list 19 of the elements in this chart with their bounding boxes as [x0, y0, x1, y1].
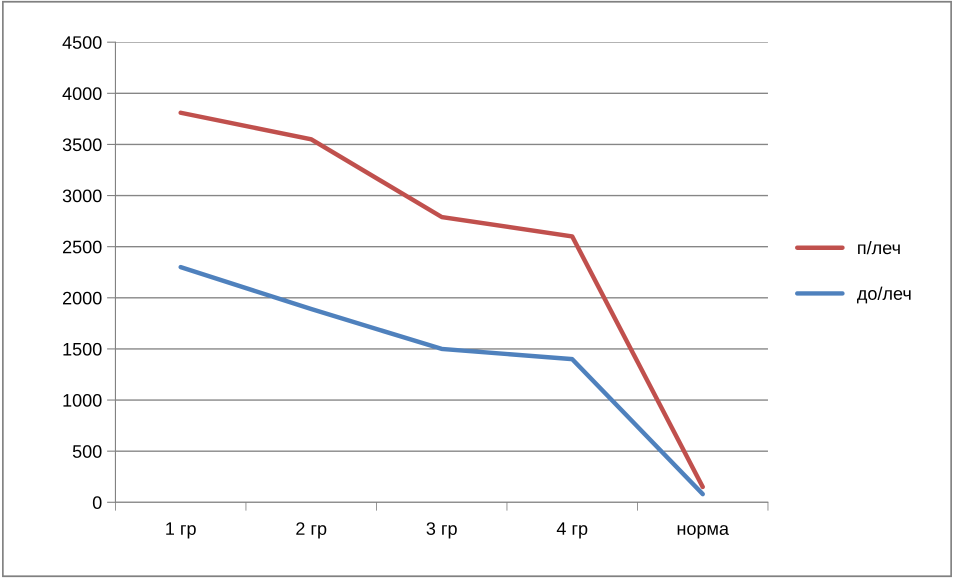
line-series — [178, 264, 705, 496]
y-tick-label: 3500 — [62, 138, 102, 152]
x-tick-label: 3 гр — [426, 522, 457, 539]
y-tick-label: 2500 — [62, 240, 102, 254]
y-tick-label: 0 — [92, 496, 102, 509]
y-tick-label: 2000 — [62, 292, 102, 305]
y-tick-label: 500 — [72, 445, 102, 458]
x-tick-label: 2 гр — [296, 522, 326, 539]
y-tick-label: 1500 — [63, 342, 102, 356]
legend-label: до/леч — [857, 286, 911, 304]
x-tick-label: норма — [678, 525, 729, 539]
y-tick-label: 1000 — [63, 394, 102, 407]
y-tick-label: 4500 — [62, 36, 102, 49]
x-tick-label: 4 гр — [556, 522, 588, 539]
x-tick-label: 1 гр — [166, 522, 196, 539]
legend-label: п/леч — [858, 240, 900, 254]
y-tick-label: 3000 — [62, 189, 102, 202]
y-tick-label: 4000 — [62, 87, 102, 100]
line-series — [178, 110, 705, 490]
